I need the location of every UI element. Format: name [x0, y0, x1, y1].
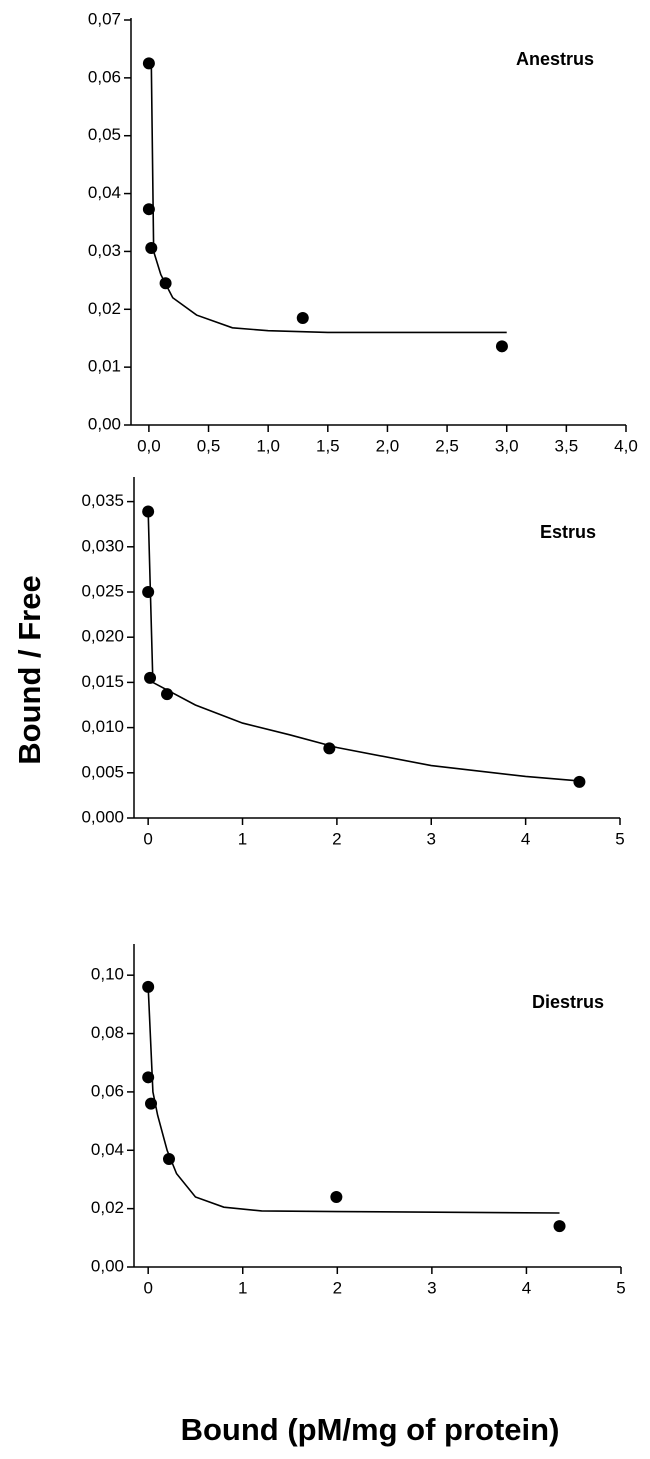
- data-point: [145, 241, 158, 254]
- y-tick-label: 0,04: [91, 1140, 124, 1159]
- y-tick-label: 0,015: [81, 672, 124, 691]
- data-point: [145, 1097, 158, 1110]
- data-point: [573, 775, 586, 788]
- x-tick-label: 0: [143, 829, 152, 848]
- data-point: [142, 1071, 155, 1084]
- data-point: [144, 671, 157, 684]
- x-tick-label: 1,5: [316, 436, 340, 455]
- x-tick-label: 1,0: [256, 436, 280, 455]
- x-tick-label: 2: [333, 1278, 342, 1297]
- x-tick-label: 4: [522, 1278, 531, 1297]
- y-tick-label: 0,06: [88, 67, 121, 86]
- y-tick-label: 0,02: [88, 299, 121, 318]
- x-tick-label: 0: [143, 1278, 152, 1297]
- y-tick-label: 0,020: [81, 627, 124, 646]
- x-tick-label: 0,5: [197, 436, 221, 455]
- x-tick-label: 4,0: [614, 436, 638, 455]
- y-tick-label: 0,005: [81, 762, 124, 781]
- y-tick-label: 0,08: [91, 1023, 124, 1042]
- y-tick-label: 0,04: [88, 183, 121, 202]
- data-point: [553, 1220, 566, 1233]
- y-tick-label: 0,035: [81, 491, 124, 510]
- y-tick-label: 0,00: [91, 1256, 124, 1275]
- y-tick-label: 0,05: [88, 125, 121, 144]
- y-tick-label: 0,000: [81, 807, 124, 826]
- data-point: [142, 980, 155, 993]
- y-tick-label: 0,025: [81, 581, 124, 600]
- x-tick-label: 1: [238, 829, 247, 848]
- y-axis-title: Bound / Free: [12, 575, 47, 764]
- data-point: [142, 505, 155, 518]
- data-point: [142, 586, 155, 598]
- y-tick-label: 0,06: [91, 1081, 124, 1100]
- x-tick-label: 0,0: [137, 436, 161, 455]
- data-point: [159, 277, 172, 290]
- x-tick-label: 3: [427, 1278, 436, 1297]
- y-tick-label: 0,03: [88, 241, 121, 260]
- data-point: [162, 1153, 175, 1166]
- x-tick-label: 2,5: [435, 436, 459, 455]
- x-tick-label: 3,0: [495, 436, 519, 455]
- x-tick-label: 3: [427, 829, 436, 848]
- data-point: [296, 311, 309, 324]
- y-tick-label: 0,00: [88, 414, 121, 433]
- x-tick-label: 2,0: [376, 436, 400, 455]
- x-axis-title: Bound (pM/mg of protein): [181, 1412, 560, 1447]
- fit-curve: [147, 510, 580, 782]
- fit-curve: [150, 60, 507, 334]
- data-point: [161, 688, 174, 701]
- y-tick-label: 0,010: [81, 717, 124, 736]
- panel-title: Diestrus: [532, 992, 604, 1012]
- y-tick-label: 0,10: [91, 965, 124, 984]
- data-point: [323, 742, 336, 755]
- y-tick-label: 0,030: [81, 536, 124, 555]
- y-tick-label: 0,07: [88, 9, 121, 28]
- x-tick-label: 1: [238, 1278, 247, 1297]
- panel-title: Estrus: [540, 522, 596, 542]
- fit-curve: [147, 986, 560, 1214]
- x-tick-label: 5: [615, 829, 624, 848]
- x-tick-label: 2: [332, 829, 341, 848]
- x-tick-label: 3,5: [555, 436, 579, 455]
- x-tick-label: 5: [616, 1278, 625, 1297]
- x-tick-label: 4: [521, 829, 530, 848]
- data-point: [495, 340, 508, 353]
- data-point: [330, 1190, 343, 1203]
- data-point: [142, 57, 155, 70]
- panel-title: Anestrus: [516, 49, 594, 69]
- y-tick-label: 0,02: [91, 1198, 124, 1217]
- y-tick-label: 0,01: [88, 357, 121, 376]
- data-point: [142, 203, 155, 216]
